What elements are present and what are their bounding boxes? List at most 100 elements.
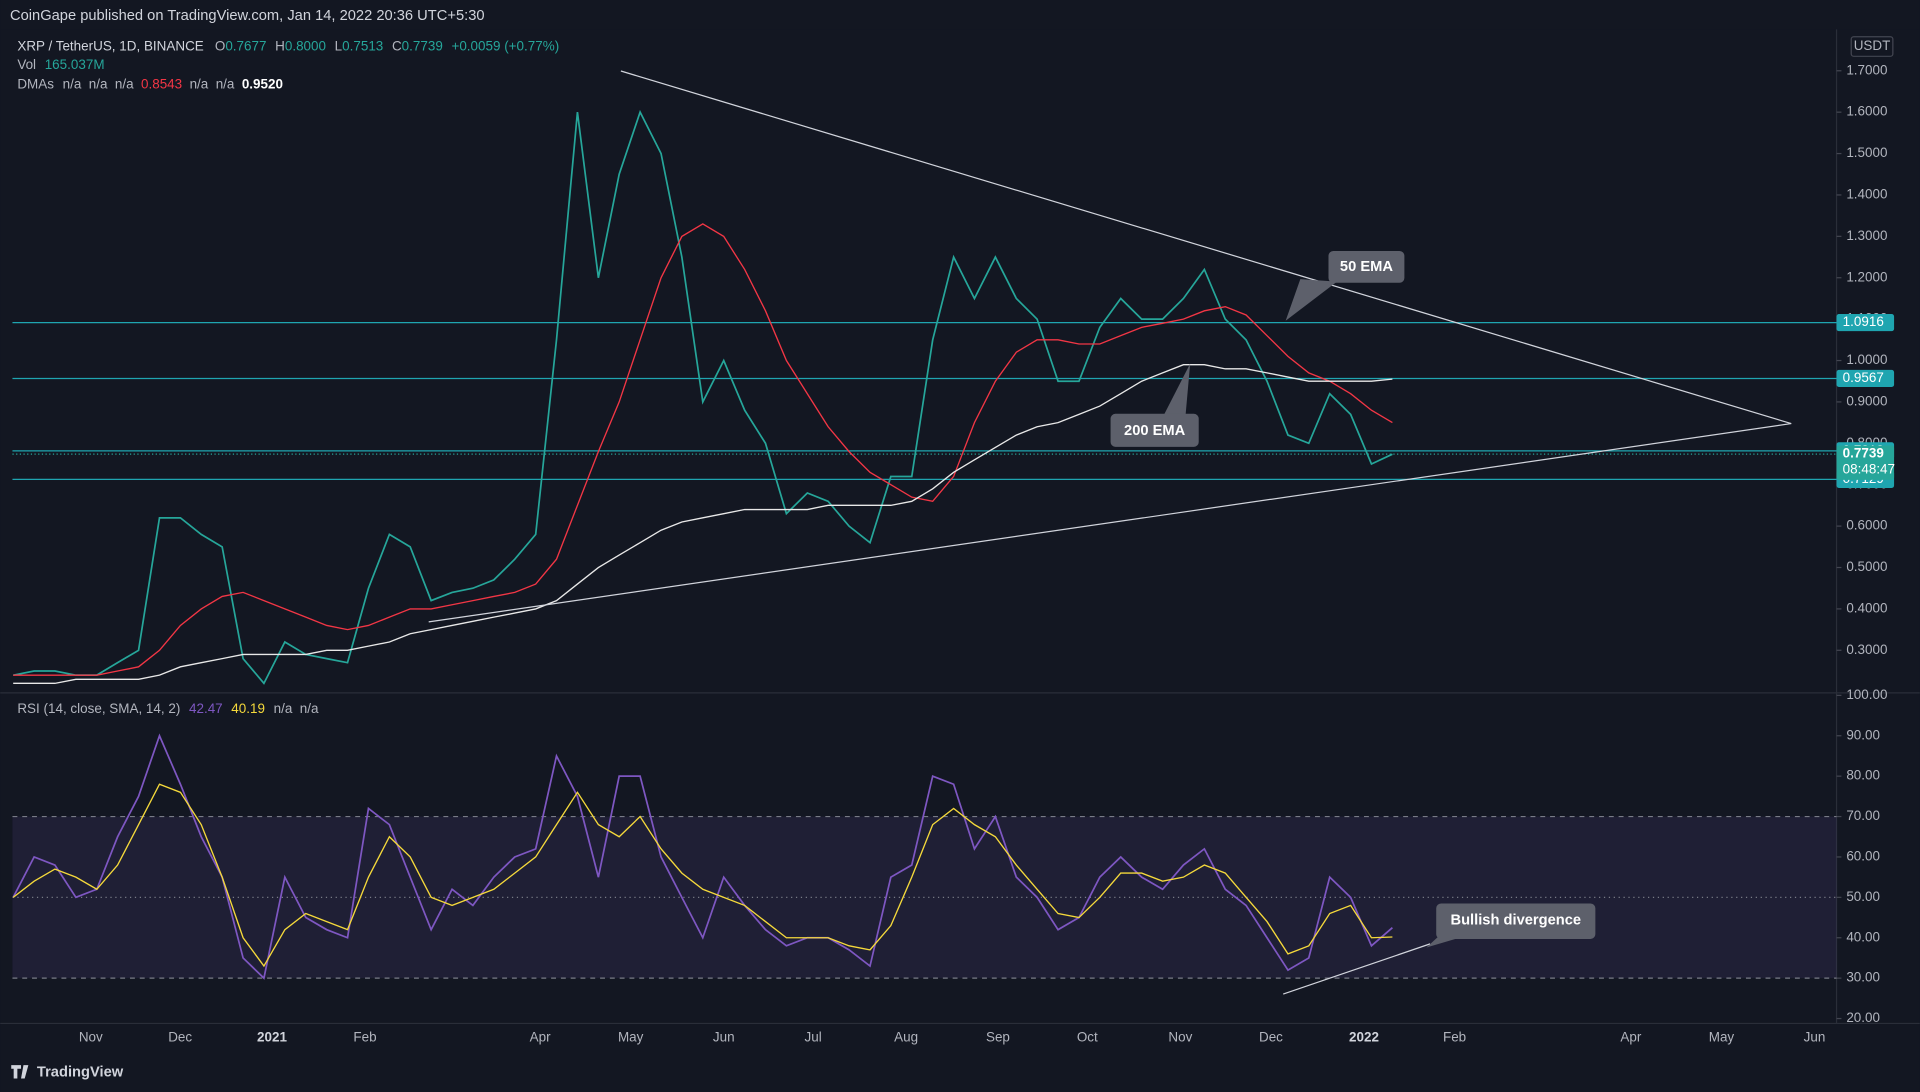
legend-value: 0.8000 xyxy=(285,38,326,53)
currency-box xyxy=(1850,36,1894,57)
publisher: CoinGape published on TradingView.com, J… xyxy=(10,8,485,24)
legend-change: +0.0059 (+0.77%) xyxy=(451,38,559,53)
x-tick-label: Jul xyxy=(804,1030,821,1045)
callout-box xyxy=(1328,250,1405,283)
rsi-title: RSI (14, close, SMA, 14, 2) xyxy=(17,700,180,715)
x-tick-label: Jun xyxy=(1804,1030,1826,1045)
header-bar xyxy=(0,0,1920,30)
x-tick-label: May xyxy=(1709,1030,1735,1045)
y-tick-label: 1.5000 xyxy=(1846,145,1887,160)
legend-key: C xyxy=(392,38,402,53)
callout-box xyxy=(1110,413,1199,447)
legend-value: 0.7739 xyxy=(402,38,443,53)
y-tick-label: 80.00 xyxy=(1846,768,1880,783)
legend-key: H xyxy=(275,38,285,53)
annotation-text: Bullish divergence xyxy=(1450,912,1581,928)
legend-value: 42.47 xyxy=(189,700,223,715)
legend-value: 40.19 xyxy=(231,700,265,715)
y-tick-label: 100.00 xyxy=(1846,687,1887,702)
lower-trendline xyxy=(428,422,1792,623)
x-tick-label: Dec xyxy=(168,1030,192,1045)
divergence-line xyxy=(1282,943,1431,995)
y-tick-label: 70.00 xyxy=(1846,808,1880,823)
price-legend: XRP / TetherUS, 1D, BINANCE O0.7677 H0.8… xyxy=(17,38,559,53)
footer-brand: TradingView xyxy=(37,1064,124,1080)
x-tick-label: Feb xyxy=(1443,1030,1466,1045)
y-tick-label: 0.5000 xyxy=(1846,559,1887,574)
x-tick-label: Sep xyxy=(986,1030,1010,1045)
series-line xyxy=(13,364,1393,685)
y-tick-label: 50.00 xyxy=(1846,889,1880,904)
legend-value: n/a xyxy=(89,76,108,91)
grid: 0.30000.40000.50000.60000.70000.80000.90… xyxy=(0,29,1920,1045)
y-tick-label: 0.4000 xyxy=(1846,600,1887,615)
annotation-text: 50 EMA xyxy=(1340,259,1393,275)
dma-legend: DMAs n/a n/a n/a 0.8543 n/a n/a 0.9520 xyxy=(17,76,283,91)
last-price-tag xyxy=(1836,445,1895,480)
x-tick-label: Nov xyxy=(1168,1030,1192,1045)
legend-value: n/a xyxy=(274,700,293,715)
annotation-50ema: 50 EMA xyxy=(1285,250,1405,321)
x-tick-label: Apr xyxy=(1620,1030,1641,1045)
x-tick-label: Dec xyxy=(1259,1030,1283,1045)
legend-value: n/a xyxy=(216,76,235,91)
legend-value: 0.8543 xyxy=(141,76,182,91)
legend-key: DMAs xyxy=(17,76,54,91)
level-tag xyxy=(1836,314,1895,332)
countdown: 08:48:47 xyxy=(1843,462,1895,477)
upper-trendline xyxy=(620,70,1792,425)
legend-key: O xyxy=(215,38,225,53)
legend-key: Vol xyxy=(17,56,36,71)
x-tick-label: Jun xyxy=(713,1030,735,1045)
legend-value: 0.9520 xyxy=(242,76,283,91)
level-label: 0.9567 xyxy=(1843,370,1884,385)
legend-value: n/a xyxy=(190,76,209,91)
annotation-text: 200 EMA xyxy=(1124,423,1186,439)
y-tick-label: 1.7000 xyxy=(1846,62,1887,77)
y-tick-label: 30.00 xyxy=(1846,970,1880,985)
footer-logo xyxy=(11,1065,29,1079)
last-price-label: 0.7739 xyxy=(1843,446,1884,461)
x-tick-label: Apr xyxy=(530,1030,551,1045)
y-tick-label: 40.00 xyxy=(1846,929,1880,944)
y-tick-label: 1.0000 xyxy=(1846,352,1887,367)
y-tick-label: 1.3000 xyxy=(1846,228,1887,243)
y-tick-label: 0.3000 xyxy=(1846,642,1887,657)
y-tick-label: 60.00 xyxy=(1846,849,1880,864)
series-line xyxy=(13,223,1393,676)
x-tick-label: Nov xyxy=(79,1030,103,1045)
callout-box xyxy=(1436,903,1596,939)
y-tick-label: 1.4000 xyxy=(1846,187,1887,202)
x-tick-label: 2021 xyxy=(257,1030,287,1045)
legend-value: n/a xyxy=(115,76,134,91)
series-line xyxy=(12,783,1393,968)
series-line xyxy=(12,733,1393,980)
legend-value: n/a xyxy=(300,700,319,715)
y-tick-label: 20.00 xyxy=(1846,1010,1880,1025)
currency: USDT xyxy=(1854,38,1891,53)
y-tick-label: 1.6000 xyxy=(1846,104,1887,119)
symbol: XRP / TetherUS, 1D, BINANCE xyxy=(17,38,203,53)
x-tick-label: 2022 xyxy=(1349,1030,1379,1045)
legend-value: 165.037M xyxy=(45,56,105,71)
volume-legend: Vol 165.037M xyxy=(17,56,104,71)
y-tick-label: 0.9000 xyxy=(1846,393,1887,408)
annotation-200ema: 200 EMA xyxy=(1110,363,1199,447)
y-tick-label: 1.2000 xyxy=(1846,269,1887,284)
x-tick-label: Feb xyxy=(353,1030,376,1045)
series-line xyxy=(13,109,1393,685)
legend-key: L xyxy=(335,38,343,53)
x-tick-label: May xyxy=(618,1030,644,1045)
legend-value: n/a xyxy=(63,76,82,91)
y-tick-label: 90.00 xyxy=(1846,727,1880,742)
x-tick-label: Aug xyxy=(894,1030,918,1045)
level-label: 1.0916 xyxy=(1843,314,1884,329)
annotation-divergence: Bullish divergence xyxy=(1426,903,1596,948)
plot xyxy=(12,109,1837,980)
legend-value: 0.7513 xyxy=(342,38,383,53)
level-tag xyxy=(1836,369,1895,388)
rsi-legend: RSI (14, close, SMA, 14, 2) 42.47 40.19 … xyxy=(17,700,319,715)
